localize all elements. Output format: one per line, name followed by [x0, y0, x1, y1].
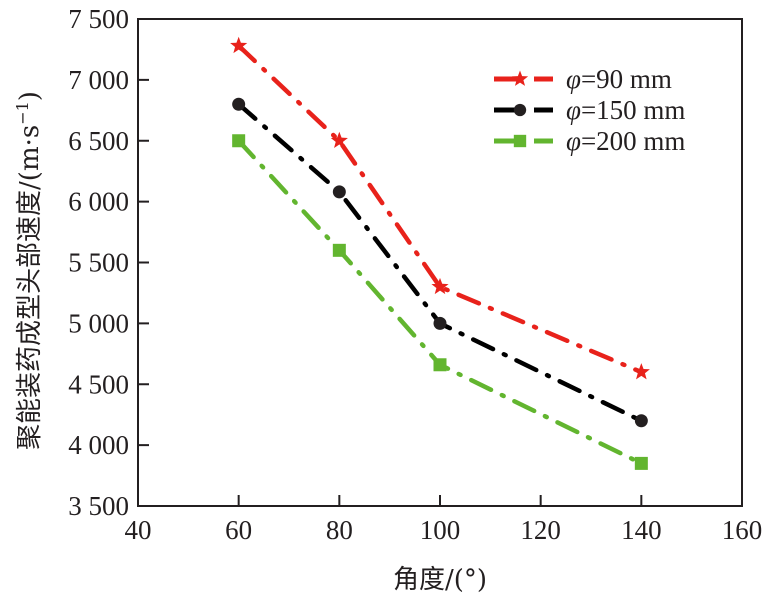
circle-marker [433, 316, 447, 330]
y-tick-label: 4 000 [68, 430, 129, 460]
legend-label: φ=90 mm [566, 64, 672, 94]
star-marker [230, 36, 248, 54]
star-marker [511, 70, 529, 86]
circle-marker [332, 185, 346, 199]
y-axis-title-main: 聚能装药成型头部速度/(m·s [15, 125, 45, 450]
square-marker [634, 456, 648, 470]
series-square [232, 134, 648, 470]
legend-symbol: φ [566, 126, 581, 156]
legend-label: φ=200 mm [566, 126, 685, 156]
legend-value: =200 mm [581, 126, 685, 156]
y-tick-label: 7 500 [68, 4, 129, 34]
y-axis-title-sup: −1 [13, 101, 32, 125]
y-tick-label: 6 500 [68, 126, 129, 156]
y-tick-label: 7 000 [68, 65, 129, 95]
square-marker [433, 358, 447, 372]
x-tick-label: 100 [420, 515, 461, 545]
x-tick-label: 40 [125, 515, 152, 545]
circle-marker [634, 414, 648, 428]
series-line [236, 43, 644, 375]
y-tick-label: 3 500 [68, 491, 129, 521]
y-tick-label: 4 500 [68, 369, 129, 399]
x-tick-label: 60 [225, 515, 252, 545]
x-tick-label: 160 [722, 515, 763, 545]
series-layer [230, 36, 650, 470]
square-marker [232, 134, 246, 148]
x-axis-title: 角度/(°) [393, 565, 487, 595]
y-axis-title-close: ) [15, 91, 45, 101]
y-tick-label: 6 000 [68, 187, 129, 217]
star-marker [330, 131, 348, 149]
star-marker [632, 363, 650, 380]
circle-marker [232, 97, 246, 111]
legend-value: =150 mm [581, 95, 685, 125]
legend-label: φ=150 mm [566, 95, 685, 125]
x-tick-label: 120 [520, 515, 561, 545]
y-tick-label: 5 500 [68, 248, 129, 278]
legend-item: φ=90 mm [494, 64, 672, 94]
legend: φ=90 mmφ=150 mmφ=200 mm [494, 64, 685, 156]
x-tick-label: 140 [621, 515, 662, 545]
series-star [230, 36, 650, 380]
x-tick-label: 80 [326, 515, 353, 545]
legend-symbol: φ [566, 95, 581, 125]
square-marker [332, 243, 346, 257]
x-axis: 40 60 80 100 120 140 160 [125, 495, 763, 545]
star-marker [431, 277, 449, 295]
y-tick-label: 5 000 [68, 308, 129, 338]
legend-item: φ=150 mm [494, 95, 685, 125]
legend-item: φ=200 mm [494, 126, 685, 156]
series-line [236, 138, 644, 466]
series-line [236, 101, 644, 424]
legend-value: =90 mm [581, 64, 672, 94]
y-axis: 3 500 4 000 4 500 5 000 5 500 6 000 6 500 7 000… [68, 4, 149, 521]
circle-marker [513, 103, 527, 117]
legend-symbol: φ [566, 64, 581, 94]
y-axis-title: 聚能装药成型头部速度/(m·s−1) [13, 91, 45, 450]
square-marker [513, 134, 527, 148]
series-circle [232, 97, 648, 428]
